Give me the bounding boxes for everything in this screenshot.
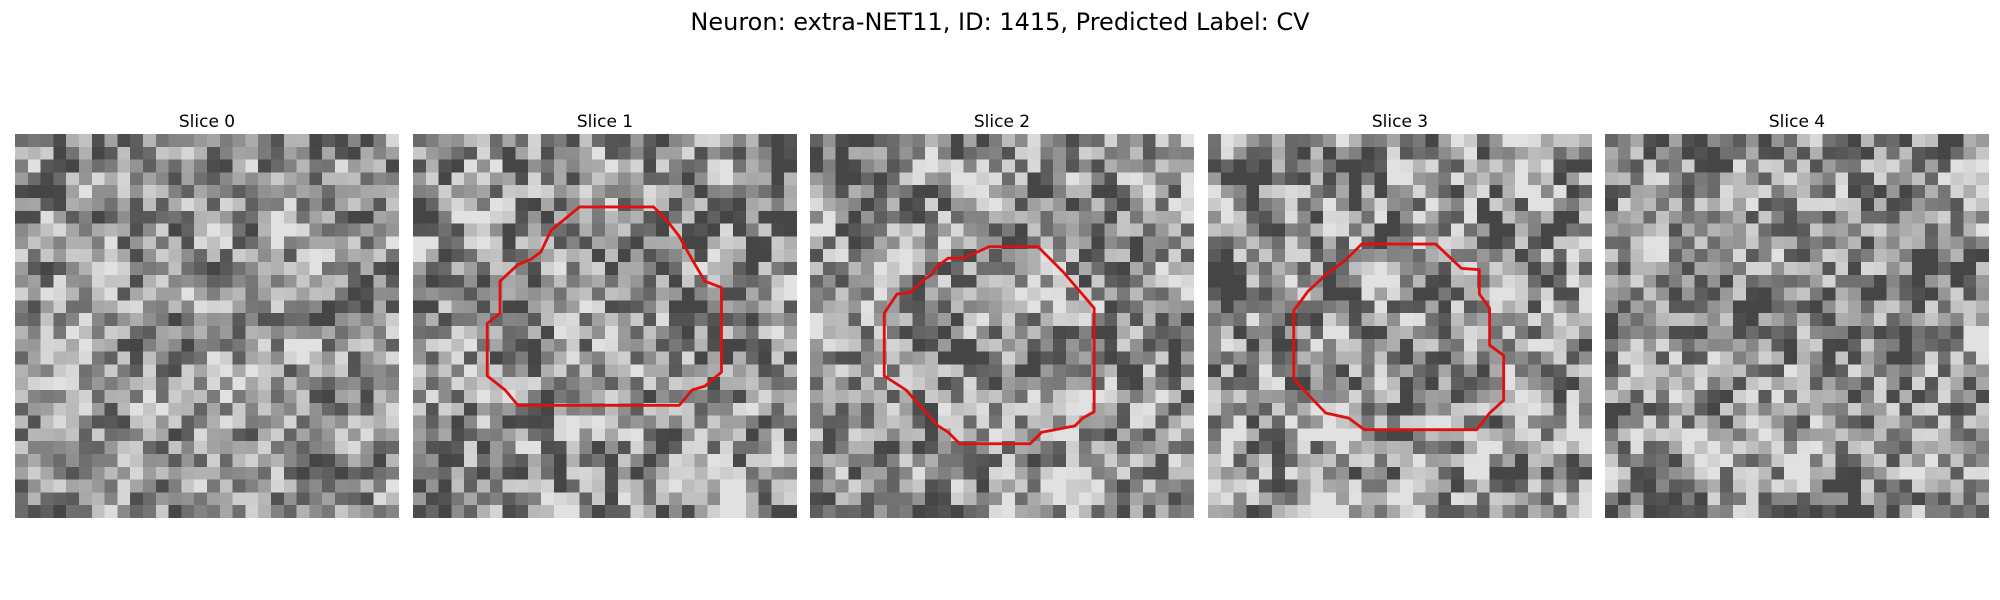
slice-title-3: Slice 3: [1371, 112, 1429, 132]
contour-overlay-3: [1292, 242, 1506, 432]
slice-canvas-3: [1208, 134, 1592, 518]
slice-canvas-2: [810, 134, 1194, 518]
slice-title-4: Slice 4: [1768, 112, 1826, 132]
slice-image-2: [810, 134, 1194, 518]
slice-canvas-1: [413, 134, 797, 518]
slice-panel-0: Slice 0: [15, 110, 399, 518]
slice-panel-1: Slice 1: [413, 110, 797, 518]
slice-title-1: Slice 1: [576, 112, 634, 132]
slice-canvas-0: [15, 134, 399, 518]
slice-canvas-4: [1605, 134, 1989, 518]
slice-image-1: [413, 134, 797, 518]
slice-panel-2: Slice 2: [810, 110, 1194, 518]
slice-image-0: [15, 134, 399, 518]
slice-image-3: [1208, 134, 1592, 518]
slice-panel-3: Slice 3: [1208, 110, 1592, 518]
contour-overlay-4: [1605, 134, 1989, 518]
cell-contour-1: [485, 205, 723, 407]
contour-overlay-1: [485, 205, 723, 407]
slice-title-2: Slice 2: [973, 112, 1031, 132]
slice-title-0: Slice 0: [178, 112, 236, 132]
contour-overlay-0: [15, 134, 399, 518]
slice-image-4: [1605, 134, 1989, 518]
cell-contour-2: [882, 245, 1096, 446]
slice-panel-4: Slice 4: [1605, 110, 1989, 518]
contour-overlay-2: [882, 245, 1096, 446]
figure-title: Neuron: extra-NET11, ID: 1415, Predicted…: [690, 8, 1310, 36]
cell-contour-3: [1292, 242, 1506, 432]
